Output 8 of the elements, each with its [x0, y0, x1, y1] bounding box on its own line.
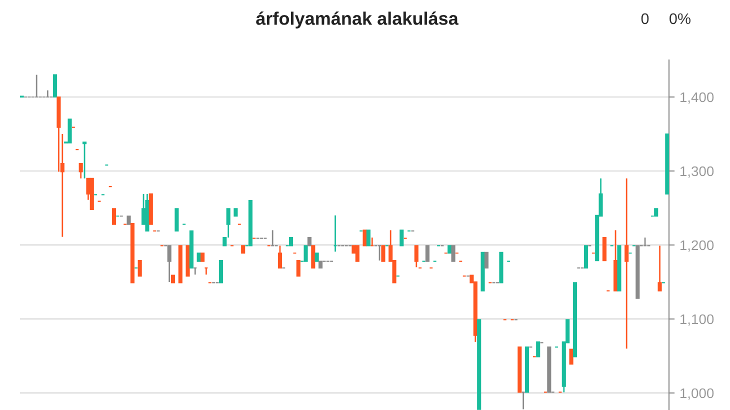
y-tick-label: 1,400: [680, 92, 714, 104]
y-tick-label: 1,200: [680, 240, 714, 252]
y-tick-label: 1,100: [680, 314, 714, 326]
y-tick-label: 1,000: [680, 388, 714, 400]
text: 0%: [670, 13, 690, 24]
text: 0: [641, 13, 649, 24]
y-tick-label: 1,300: [680, 166, 714, 178]
chart-title: árfolyamának alakulása: [256, 12, 458, 28]
